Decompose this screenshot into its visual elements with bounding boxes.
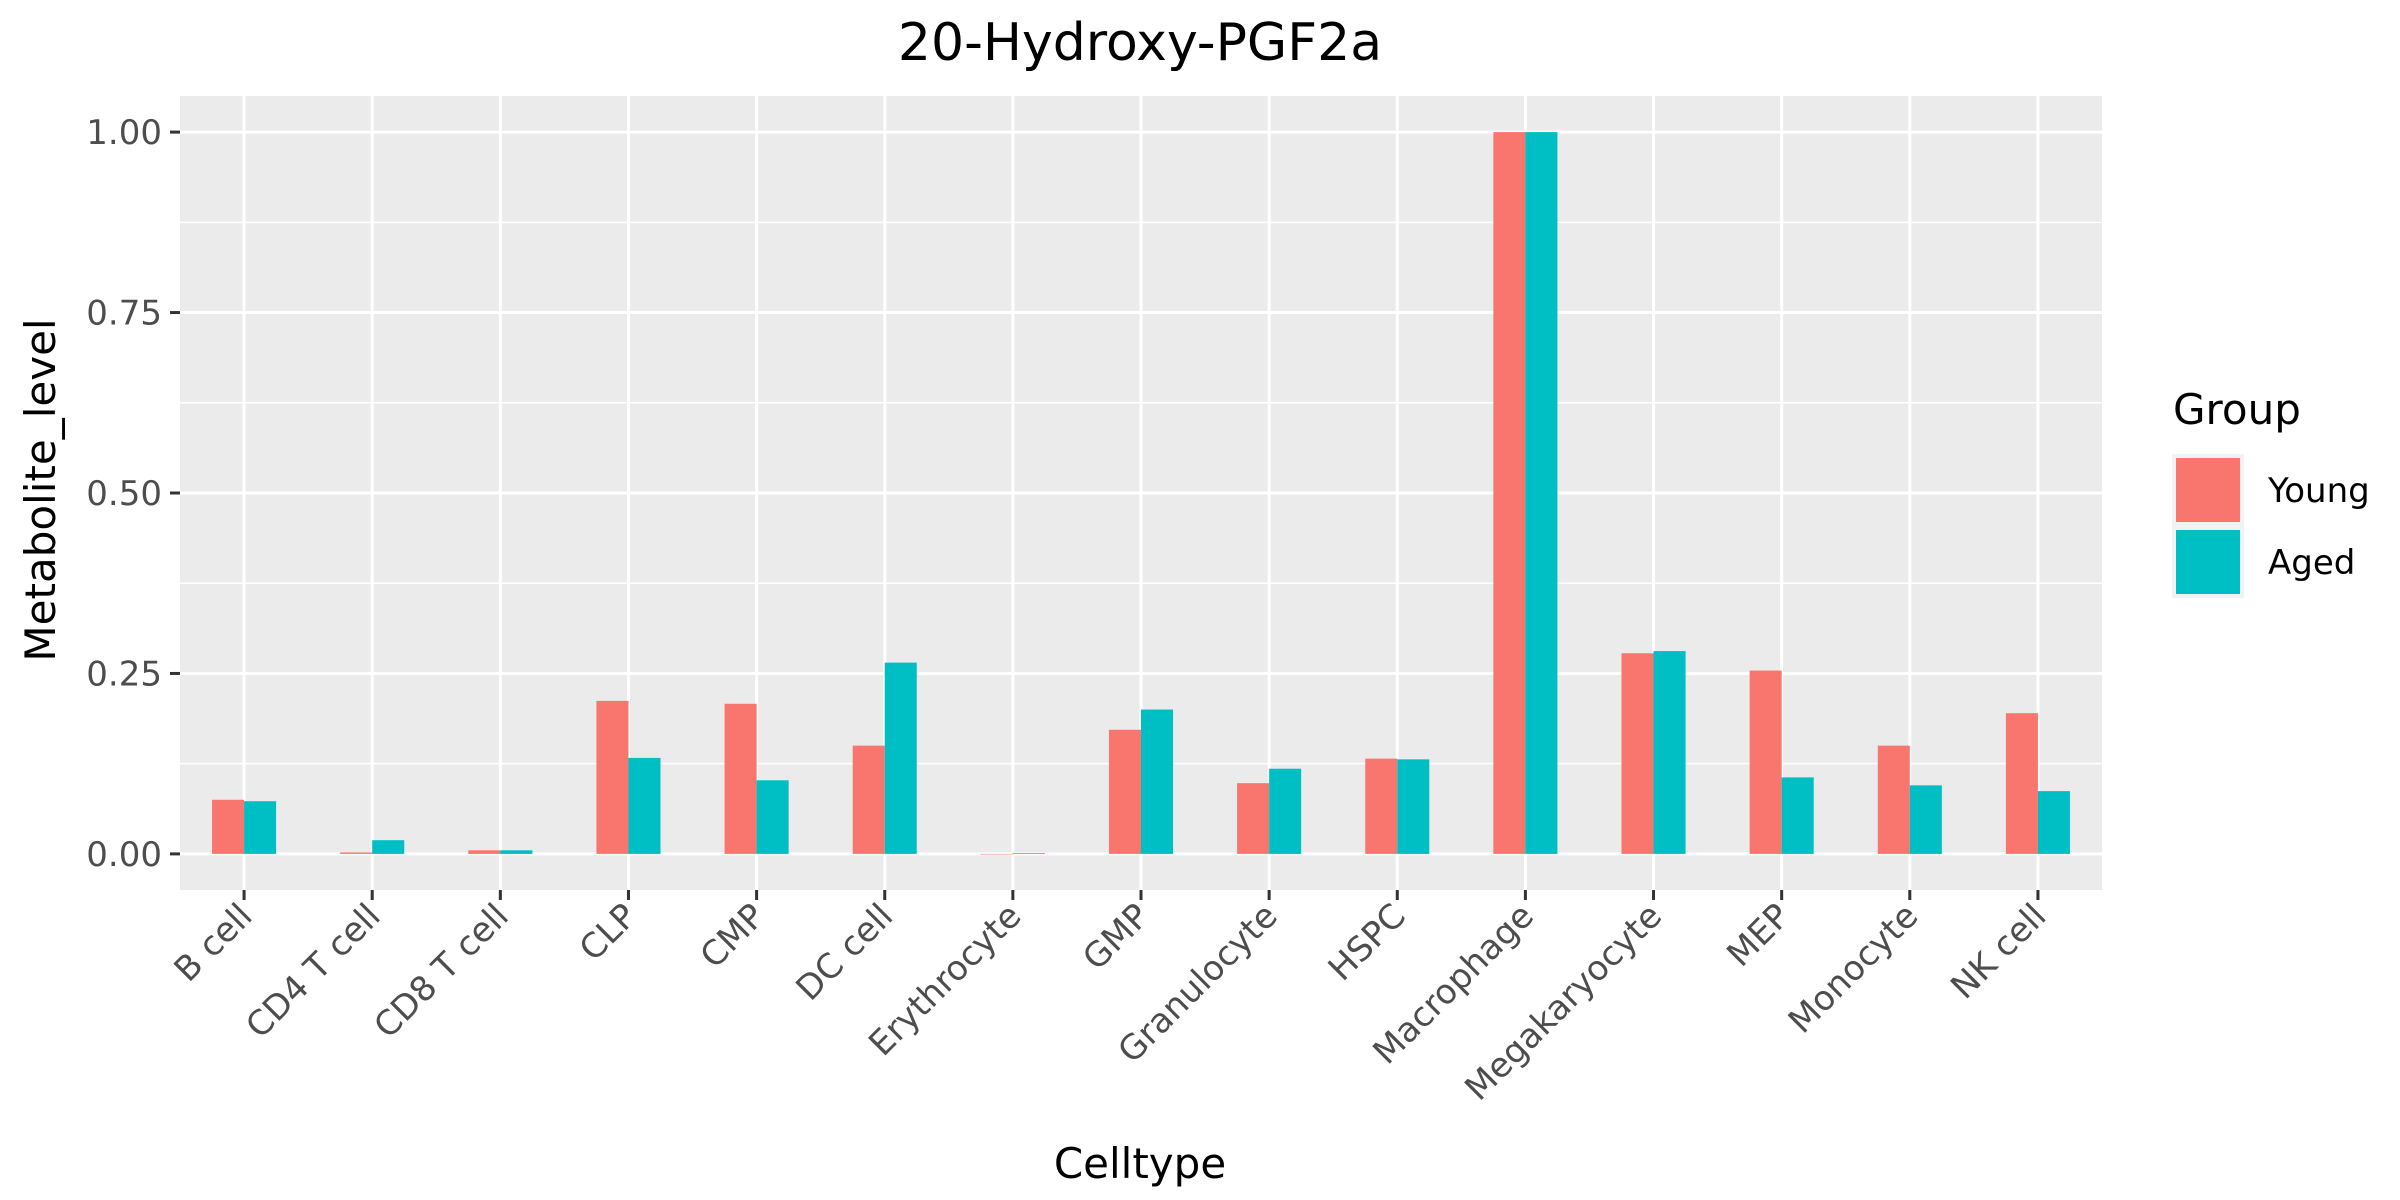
- bar-aged-macrophage: [1525, 132, 1558, 854]
- bar-young-dc-cell: [852, 745, 885, 854]
- x-tick-label: CD4 T cell: [238, 896, 388, 1046]
- bar-young-gmp: [1108, 729, 1141, 854]
- bar-young-macrophage: [1493, 132, 1526, 854]
- bar-aged-megakaryocyte: [1653, 651, 1686, 854]
- x-tick-label: B cell: [167, 896, 261, 990]
- bar-aged-cd4-t-cell: [372, 840, 405, 854]
- bar-young-hspc: [1365, 758, 1398, 854]
- x-axis-title: Celltype: [1054, 1139, 1226, 1188]
- bar-young-cd8-t-cell: [468, 850, 501, 854]
- chart-title: 20-Hydroxy-PGF2a: [898, 13, 1382, 73]
- bar-young-megakaryocyte: [1621, 653, 1654, 854]
- bar-aged-cd8-t-cell: [500, 850, 533, 854]
- y-axis-title: Metabolite_level: [16, 318, 65, 661]
- bar-aged-monocyte: [1909, 785, 1942, 854]
- plot-panel: [180, 96, 2102, 890]
- bar-young-monocyte: [1877, 745, 1910, 854]
- x-tick-label: MEP: [1719, 896, 1798, 975]
- bar-young-b-cell: [212, 799, 245, 854]
- bar-young-cmp: [724, 703, 757, 854]
- x-tick-label: CD8 T cell: [366, 896, 516, 1046]
- bar-aged-dc-cell: [884, 662, 917, 854]
- bar-aged-granulocyte: [1269, 768, 1302, 854]
- bar-aged-b-cell: [244, 801, 277, 854]
- bar-aged-gmp: [1141, 709, 1174, 854]
- bar-young-cd4-t-cell: [340, 852, 373, 854]
- bar-aged-hspc: [1397, 759, 1430, 854]
- bar-aged-erythrocyte: [1012, 853, 1045, 854]
- x-tick-label: CMP: [693, 896, 773, 976]
- y-tick-label: 0.25: [86, 654, 162, 694]
- legend-swatch-young: [2176, 458, 2240, 522]
- bar-aged-cmp: [756, 780, 789, 854]
- bar-aged-nk-cell: [2037, 791, 2070, 854]
- x-tick-label: HSPC: [1321, 896, 1414, 989]
- bar-young-erythrocyte: [980, 853, 1013, 855]
- x-tick-label: CLP: [572, 896, 645, 969]
- bar-young-nk-cell: [2005, 713, 2038, 854]
- y-tick-label: 0.50: [86, 474, 162, 514]
- y-axis: 0.00 0.25 0.50 0.75 1.00: [86, 113, 180, 875]
- bar-aged-mep: [1781, 777, 1814, 854]
- bar-young-mep: [1749, 670, 1782, 854]
- x-tick-label: Monocyte: [1781, 896, 1926, 1041]
- x-tick-label: GMP: [1075, 896, 1157, 978]
- legend-title: Group: [2173, 385, 2301, 434]
- y-tick-label: 1.00: [86, 113, 162, 153]
- bar-young-granulocyte: [1237, 783, 1270, 854]
- y-tick-label: 0.75: [86, 294, 162, 334]
- legend-label-aged: Aged: [2268, 543, 2355, 583]
- y-tick-label: 0.00: [86, 835, 162, 875]
- legend-label-young: Young: [2267, 471, 2370, 511]
- bar-young-clp: [596, 700, 629, 854]
- legend-swatch-aged: [2176, 530, 2240, 594]
- legend: Group Young Aged: [2172, 385, 2370, 598]
- x-tick-label: DC cell: [789, 896, 902, 1009]
- x-tick-label: NK cell: [1943, 896, 2054, 1007]
- bar-aged-clp: [628, 757, 661, 854]
